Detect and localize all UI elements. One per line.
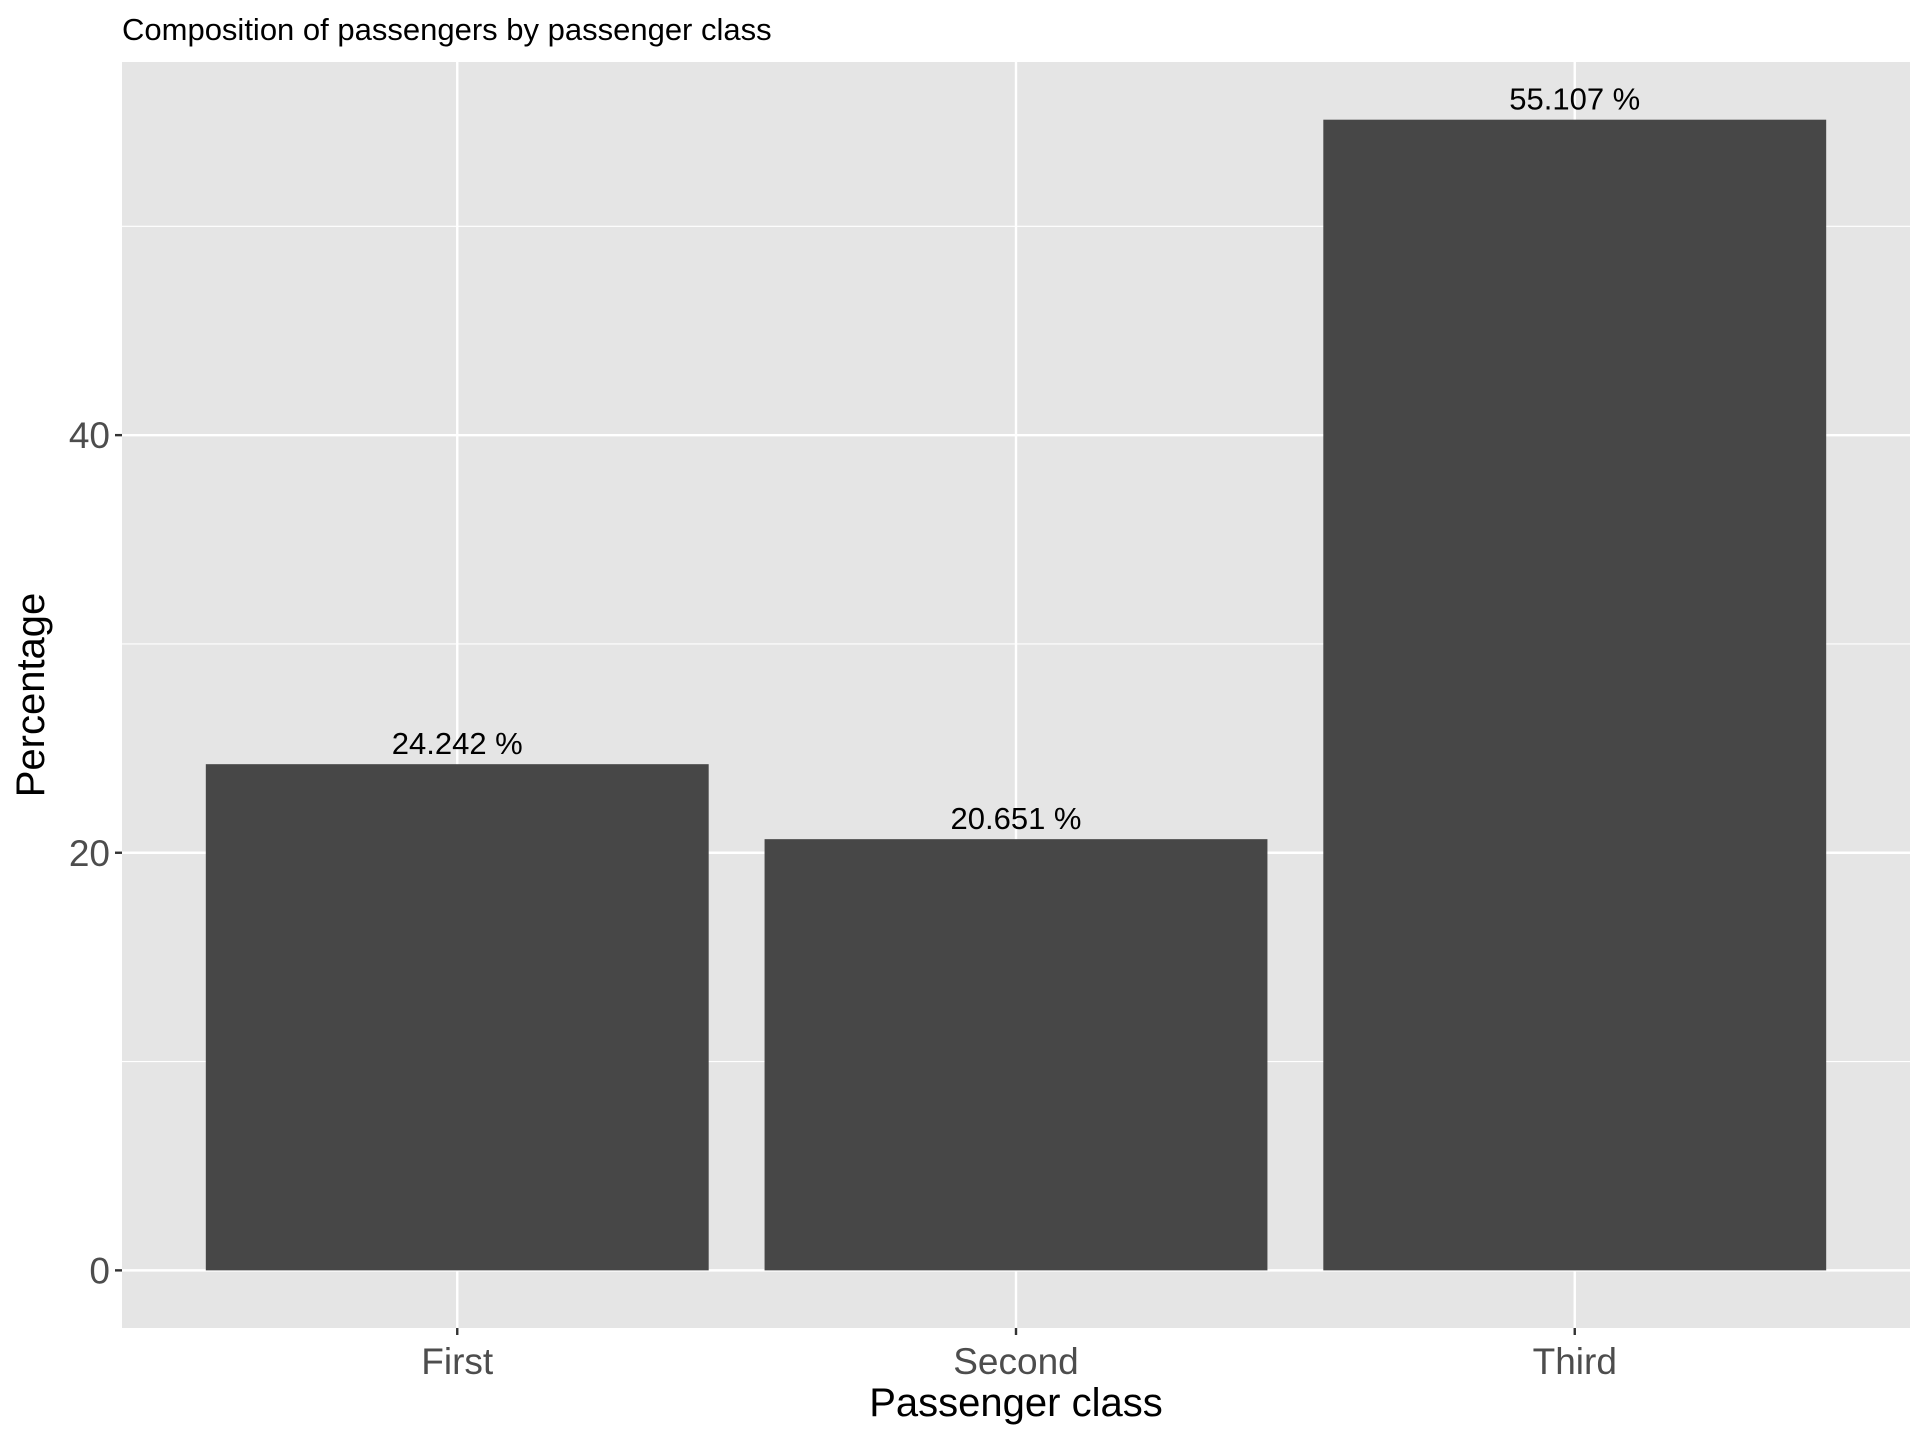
bar-third <box>1323 119 1827 1271</box>
y-tick-label: 20 <box>69 833 110 874</box>
x-tick-label: Second <box>953 1341 1079 1382</box>
x-tick-label: First <box>421 1341 494 1382</box>
data-label: 55.107 % <box>1509 82 1640 117</box>
bars <box>205 119 1827 1271</box>
data-labels: 24.242 % 20.651 % 55.107 % <box>392 82 1641 836</box>
y-axis-title: Percentage <box>9 593 53 798</box>
chart-title: Composition of passengers by passenger c… <box>122 12 772 47</box>
bar-first <box>205 764 709 1271</box>
y-tick-label: 40 <box>69 415 110 456</box>
x-axis: First Second Third <box>421 1328 1617 1382</box>
y-tick-label: 0 <box>89 1250 110 1291</box>
x-axis-title: Passenger class <box>869 1381 1162 1425</box>
x-tick-label: Third <box>1533 1341 1617 1382</box>
data-label: 24.242 % <box>392 726 523 761</box>
bar-second <box>764 839 1268 1271</box>
y-axis: 0 20 40 <box>69 415 122 1291</box>
data-label: 20.651 % <box>951 801 1082 836</box>
